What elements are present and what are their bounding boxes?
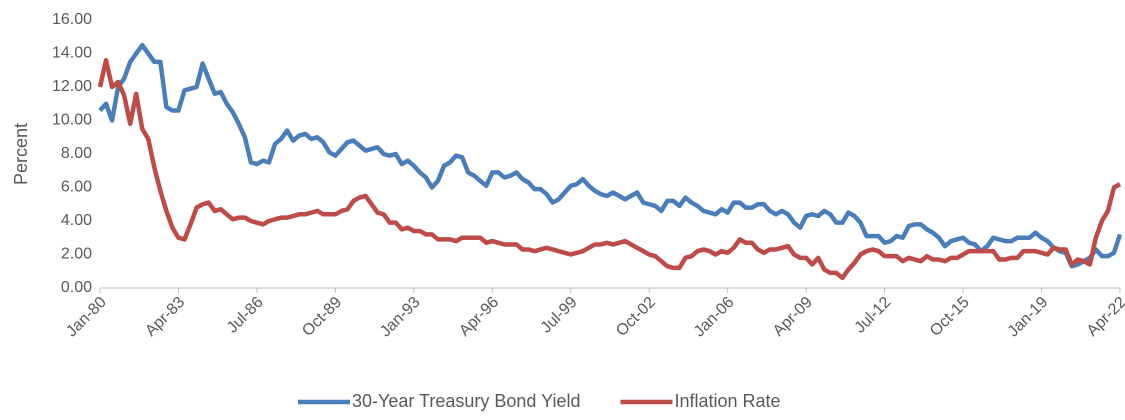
x-tick-label: Jul-99 xyxy=(538,294,581,337)
x-tick-label: Jul-12 xyxy=(852,294,895,337)
y-tick-label: 14.00 xyxy=(52,45,92,62)
x-tick-label: Jan-93 xyxy=(377,294,424,341)
y-tick-label: 6.00 xyxy=(61,179,92,196)
y-axis-label: Percent xyxy=(11,123,31,185)
legend-label: Inflation Rate xyxy=(674,391,780,411)
x-tick-label: Apr-22 xyxy=(1084,294,1125,340)
x-tick-label: Jan-80 xyxy=(63,294,110,341)
x-tick-label: Apr-96 xyxy=(456,294,502,340)
y-tick-label: 12.00 xyxy=(52,78,92,95)
x-tick-label: Oct-15 xyxy=(927,294,973,340)
series-line xyxy=(98,42,1123,269)
y-tick-label: 2.00 xyxy=(61,246,92,263)
series-line xyxy=(97,57,1122,281)
x-tick-label: Apr-09 xyxy=(770,294,816,340)
x-tick-label: Apr-83 xyxy=(142,294,188,340)
y-tick-label: 8.00 xyxy=(61,145,92,162)
y-tick-label: 0.00 xyxy=(61,279,92,296)
legend-label: 30-Year Treasury Bond Yield xyxy=(352,391,580,411)
x-tick-label: Jul-86 xyxy=(224,294,267,337)
x-tick-label: Jan-06 xyxy=(691,294,738,341)
y-tick-label: 16.00 xyxy=(52,11,92,28)
x-tick-label: Oct-89 xyxy=(299,294,345,340)
x-tick-label: Jan-19 xyxy=(1005,294,1052,341)
y-tick-label: 10.00 xyxy=(52,112,92,129)
x-tick-label: Oct-02 xyxy=(613,294,659,340)
y-tick-label: 4.00 xyxy=(61,212,92,229)
